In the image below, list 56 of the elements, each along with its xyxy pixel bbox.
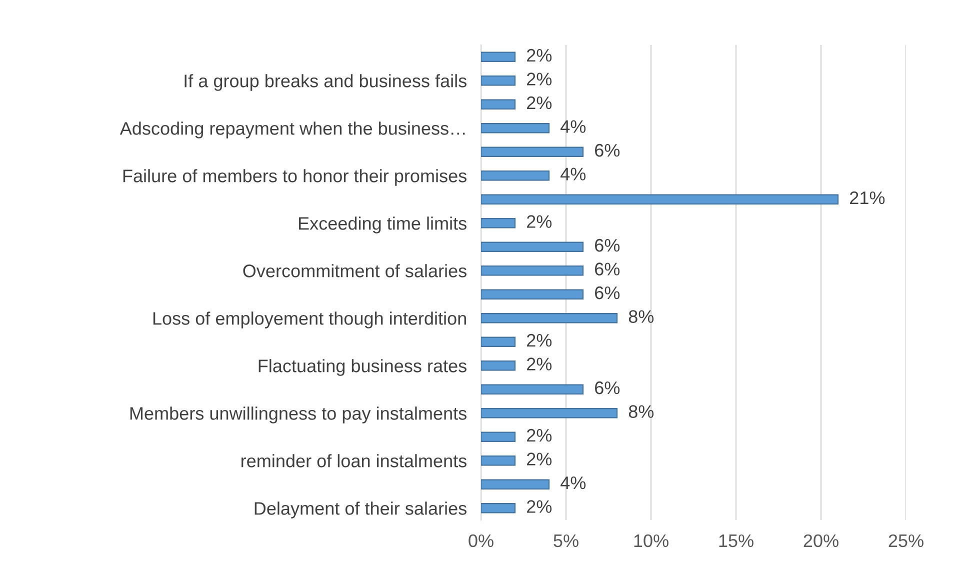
data-label: 2% [527, 358, 552, 370]
bar [481, 242, 584, 252]
bar [481, 289, 584, 300]
bar [481, 170, 550, 181]
data-label: 2% [527, 334, 552, 347]
bar [481, 146, 584, 157]
data-label: 21% [850, 191, 885, 204]
y-tick-label: Overcommitment of salaries [243, 264, 466, 278]
data-label: 4% [560, 476, 586, 490]
bar [481, 336, 516, 347]
data-label: 8% [628, 310, 654, 323]
bar [481, 503, 516, 514]
data-label: 2% [527, 428, 552, 442]
data-label: 4% [560, 120, 586, 133]
y-tick-label: Members unwillingness to pay instalments [130, 406, 466, 424]
bar [481, 99, 516, 110]
data-label: 2% [527, 48, 552, 62]
data-label: 6% [595, 381, 620, 394]
bar [481, 360, 516, 371]
data-label: 6% [595, 286, 620, 300]
bar [481, 52, 516, 62]
data-label: 4% [560, 168, 586, 180]
y-tick-label: Adscoding repayment when the business… [120, 122, 465, 138]
x-tick-label: 15% [719, 534, 754, 548]
bar [481, 194, 839, 204]
x-tick-label: 20% [804, 534, 838, 548]
y-tick-label: If a group breaks and business fails [184, 74, 466, 91]
data-label: 6% [595, 238, 620, 252]
data-label: 2% [527, 215, 552, 228]
y-tick-label: Delayment of their salaries [254, 502, 466, 518]
bar [481, 479, 550, 490]
bar [481, 218, 516, 228]
y-tick-label: Flactuating business rates [258, 359, 466, 376]
bar [481, 266, 584, 276]
y-tick-label: Loss of employement though interdition [153, 312, 466, 328]
data-label: 6% [595, 144, 620, 157]
data-label: 6% [595, 262, 620, 276]
bar [481, 76, 516, 86]
bar [481, 384, 584, 394]
bar [481, 408, 618, 418]
bar [481, 123, 550, 134]
y-tick-label: Failure of members to honor their promises [123, 169, 466, 186]
bar [481, 313, 618, 324]
data-label: 2% [527, 96, 552, 110]
data-label: 8% [628, 405, 654, 418]
x-tick-label: 25% [888, 534, 924, 548]
bar [481, 456, 516, 466]
bar [481, 432, 516, 442]
data-label: 2% [527, 72, 552, 86]
data-label: 2% [527, 452, 552, 466]
y-tick-label: reminder of loan instalments [242, 454, 466, 468]
data-label: 2% [527, 500, 552, 513]
x-tick-label: 0% [468, 534, 494, 548]
y-tick-label: Exceeding time limits [299, 216, 466, 234]
x-tick-label: 10% [634, 534, 668, 548]
x-tick-label: 5% [554, 534, 578, 548]
